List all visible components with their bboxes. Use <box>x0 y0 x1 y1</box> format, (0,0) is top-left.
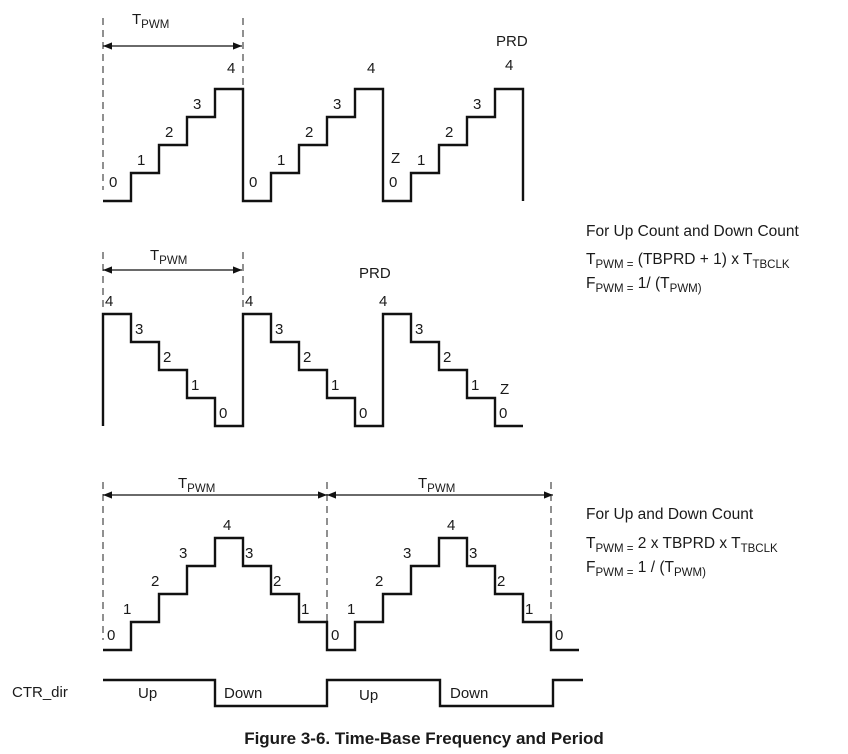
down-count-step-label: 4 <box>245 293 253 310</box>
up-count-step-label: 2 <box>445 124 453 141</box>
up-down-count-waveform <box>103 536 579 652</box>
down-count-period-label: TPWM <box>150 247 187 267</box>
ctr-dir-down-label-1: Down <box>224 685 262 702</box>
up-count-step-labels: 0 1 2 3 4 0 1 2 3 4 0 1 2 3 4 <box>109 57 513 191</box>
up-down-count-step-label: 1 <box>347 601 355 618</box>
up-down-count-step-label: 4 <box>447 517 455 534</box>
up-count-step-label: 4 <box>227 60 235 77</box>
up-down-count-step-label: 3 <box>403 545 411 562</box>
up-count-step-label: 3 <box>193 96 201 113</box>
up-count-waveform <box>103 87 525 203</box>
up-count-step-label: 2 <box>305 124 313 141</box>
down-count-prd-label: PRD <box>359 265 391 282</box>
equations-up-down: For Up and Down Count TPWM = 2 x TBPRD x… <box>586 506 778 579</box>
down-count-step-label: 0 <box>499 405 507 422</box>
equations-up-or-down-heading: For Up Count and Down Count <box>586 223 800 240</box>
down-count-step-label: 1 <box>331 377 339 394</box>
up-count-step-label: 3 <box>473 96 481 113</box>
ctr-dir-down-label-2: Down <box>450 685 488 702</box>
up-down-count-step-label: 3 <box>245 545 253 562</box>
up-down-count-step-label: 0 <box>107 627 115 644</box>
up-down-count-step-label: 2 <box>273 573 281 590</box>
ctr-dir-signal: CTR_dir Up Down Up Down <box>12 678 583 708</box>
down-count-panel: TPWM 4 3 2 1 0 4 3 2 1 0 4 3 2 1 0 PRD Z <box>101 247 523 428</box>
up-down-count-period-markers <box>102 482 552 640</box>
equations-up-down-heading: For Up and Down Count <box>586 506 754 523</box>
ctr-dir-label: CTR_dir <box>12 684 68 701</box>
up-count-step-label: 1 <box>277 152 285 169</box>
up-down-count-step-label: 1 <box>123 601 131 618</box>
up-count-step-label: 0 <box>109 174 117 191</box>
down-count-step-labels: 4 3 2 1 0 4 3 2 1 0 4 3 2 1 0 <box>105 293 507 422</box>
up-count-step-label: 1 <box>137 152 145 169</box>
down-count-step-label: 0 <box>219 405 227 422</box>
down-count-step-label: 4 <box>105 293 113 310</box>
down-count-step-label: 4 <box>379 293 387 310</box>
down-count-step-label: 2 <box>163 349 171 366</box>
ctr-dir-up-label-1: Up <box>138 685 157 702</box>
ctr-dir-up-label-2: Up <box>359 687 378 704</box>
up-count-step-label: 1 <box>417 152 425 169</box>
up-count-zero-label: Z <box>391 150 400 167</box>
down-count-zero-label: Z <box>500 381 509 398</box>
up-down-count-step-label: 2 <box>375 573 383 590</box>
up-down-count-step-label: 3 <box>469 545 477 562</box>
down-count-period-markers <box>102 252 244 310</box>
up-down-count-step-label: 2 <box>151 573 159 590</box>
up-count-step-label: 4 <box>505 57 513 74</box>
ctr-dir-waveform <box>103 678 583 708</box>
down-count-waveform <box>101 312 523 428</box>
equation-tpwm-up-or-down: TPWM = (TBPRD + 1) x TTBCLK <box>586 251 790 271</box>
up-count-period-label: TPWM <box>132 11 169 31</box>
down-count-step-label: 0 <box>359 405 367 422</box>
equation-fpwm-up-or-down: FPWM = 1/ (TPWM) <box>586 275 702 295</box>
up-down-count-step-label: 2 <box>497 573 505 590</box>
figure-caption: Figure 3-6. Time-Base Frequency and Peri… <box>244 729 604 748</box>
up-count-step-label: 2 <box>165 124 173 141</box>
up-count-prd-label: PRD <box>496 33 528 50</box>
down-count-step-label: 3 <box>415 321 423 338</box>
up-down-count-step-label: 1 <box>525 601 533 618</box>
up-down-count-step-label: 3 <box>179 545 187 562</box>
up-down-count-step-label: 0 <box>555 627 563 644</box>
down-count-step-label: 3 <box>135 321 143 338</box>
up-down-count-step-label: 0 <box>331 627 339 644</box>
up-count-step-label: 0 <box>249 174 257 191</box>
up-count-step-label: 3 <box>333 96 341 113</box>
up-count-period-markers <box>102 18 244 190</box>
up-count-step-label: 0 <box>389 174 397 191</box>
down-count-step-label: 1 <box>471 377 479 394</box>
equation-fpwm-up-down: FPWM = 1 / (TPWM) <box>586 559 706 579</box>
up-down-count-step-label: 1 <box>301 601 309 618</box>
up-down-count-period-label-1: TPWM <box>178 475 215 495</box>
down-count-step-label: 2 <box>443 349 451 366</box>
down-count-step-label: 2 <box>303 349 311 366</box>
down-count-step-label: 1 <box>191 377 199 394</box>
equation-tpwm-up-down: TPWM = 2 x TBPRD x TTBCLK <box>586 535 778 555</box>
down-count-step-label: 3 <box>275 321 283 338</box>
up-down-count-period-label-2: TPWM <box>418 475 455 495</box>
up-count-panel: TPWM 0 1 2 3 4 0 1 2 3 4 0 1 2 3 4 PRD Z <box>102 11 528 203</box>
equations-up-or-down: For Up Count and Down Count TPWM = (TBPR… <box>586 223 800 295</box>
up-down-count-step-label: 4 <box>223 517 231 534</box>
up-count-step-label: 4 <box>367 60 375 77</box>
